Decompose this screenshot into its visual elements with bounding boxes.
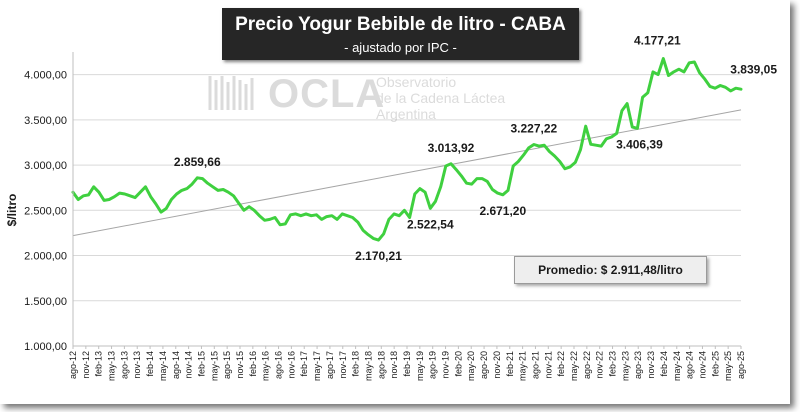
x-tick-label: ago-22 [582,351,592,379]
x-tick-label: nov-20 [492,351,502,379]
chart-subtitle: - ajustado por IPC - [344,40,457,55]
x-tick-label: feb-13 [94,351,104,377]
x-tick-label: ago-18 [376,351,386,379]
x-tick-label: may-23 [620,351,630,381]
x-tick-label: ago-23 [633,351,643,379]
x-tick-label: feb-18 [351,351,361,377]
data-label: 3.227,22 [511,122,558,136]
x-tick-label: feb-17 [299,351,309,377]
x-tick-label: ago-20 [479,351,489,379]
annotations: 2.859,66 2.170,21 2.522,54 3.013,92 2.671,20… [174,34,777,264]
price-chart: 1.000,00 1.500,00 2.000,00 2.500,00 3.000,00… [5,34,777,381]
watermark-logo-text: OCLA [268,72,386,116]
grid-lines [73,74,741,347]
x-tick-label: may-22 [569,351,579,381]
x-tick-label: may-25 [723,351,733,381]
y-tick-label: 4.000,00 [24,70,67,82]
trend-line [72,109,742,237]
x-tick-label: feb-15 [196,351,206,377]
x-tick-label: ago-19 [428,351,438,379]
watermark-line-3: Argentina [376,106,436,122]
y-tick-label: 2.500,00 [24,205,67,217]
x-tick-label: nov-14 [184,351,194,379]
x-tick-label: ago-15 [222,351,232,379]
x-tick-label: nov-13 [132,351,142,379]
x-tick-label: may-20 [466,351,476,381]
x-axis: ago-12 nov-12 feb-13 may-13 ago-13 nov-13 feb-… [68,346,746,381]
data-label: 2.671,20 [479,204,526,218]
trend-layer [72,109,742,237]
x-tick-label: may-16 [261,351,271,381]
x-tick-label: nov-17 [338,351,348,379]
x-tick-label: nov-18 [389,351,399,379]
chart-title: Precio Yogur Bebible de litro - CABA [235,14,566,35]
x-tick-label: ago-13 [119,351,129,379]
average-box: Promedio: $ 2.911,48/litro [514,256,707,284]
x-tick-label: ago-21 [530,351,540,379]
x-tick-label: ago-24 [685,351,695,379]
x-tick-label: may-14 [158,351,168,381]
x-tick-label: feb-19 [402,351,412,377]
x-tick-label: feb-20 [453,351,463,377]
x-tick-label: ago-12 [68,351,78,379]
x-tick-label: nov-24 [697,351,707,379]
data-label: 2.170,21 [355,249,402,263]
y-tick-label: 2.000,00 [24,251,67,263]
x-tick-label: may-17 [312,351,322,381]
x-tick-label: ago-14 [171,351,181,379]
watermark-caption: Observatorio de la Cadena Láctea Argenti… [376,74,505,122]
series-layer [71,57,743,242]
data-label: 4.177,21 [634,34,681,48]
ocla-logo-icon [208,76,254,110]
x-tick-label: may-13 [107,351,117,381]
x-tick-label: nov-22 [595,351,605,379]
x-tick-label: may-18 [363,351,373,381]
y-tick-label: 1.500,00 [24,296,67,308]
chart-title-box: Precio Yogur Bebible de litro - CABA - a… [222,8,579,60]
data-label: 2.522,54 [407,217,454,231]
x-tick-label: nov-19 [441,351,451,379]
data-label: 2.859,66 [174,155,221,169]
watermark-line-1: Observatorio [376,74,457,90]
data-label: 3.406,39 [616,137,663,151]
y-axis: 1.000,00 1.500,00 2.000,00 2.500,00 3.000,00… [24,52,741,353]
x-tick-label: feb-21 [505,351,515,377]
x-tick-label: feb-23 [608,351,618,377]
x-tick-label: feb-22 [556,351,566,377]
data-label: 3.013,92 [428,141,475,155]
x-tick-label: feb-14 [145,351,155,377]
y-tick-label: 3.500,00 [24,115,67,127]
x-tick-label: nov-23 [646,351,656,379]
x-tick-label: feb-16 [248,351,258,377]
watermark-line-2: de la Cadena Láctea [376,90,506,106]
x-tick-label: nov-16 [286,351,296,379]
x-tick-label: may-19 [415,351,425,381]
x-tick-label: ago-16 [274,351,284,379]
y-tick-label: 1.000,00 [24,341,67,353]
x-tick-label: may-21 [518,351,528,381]
x-tick-label: feb-25 [710,351,720,377]
y-axis-label: $/litro [5,194,19,227]
chart-frame: 1.000,00 1.500,00 2.000,00 2.500,00 3.000,00… [5,8,778,382]
y-tick-label: 3.000,00 [24,160,67,172]
x-tick-label: nov-12 [81,351,91,379]
x-tick-label: nov-21 [543,351,553,379]
x-tick-label: ago-25 [736,351,746,379]
x-tick-label: ago-17 [325,351,335,379]
x-tick-label: nov-15 [235,351,245,379]
data-label: 3.839,05 [730,62,777,76]
series-line [71,57,743,242]
x-tick-label: feb-24 [659,351,669,377]
x-tick-label: may-15 [209,351,219,381]
x-tick-label: may-24 [672,351,682,381]
